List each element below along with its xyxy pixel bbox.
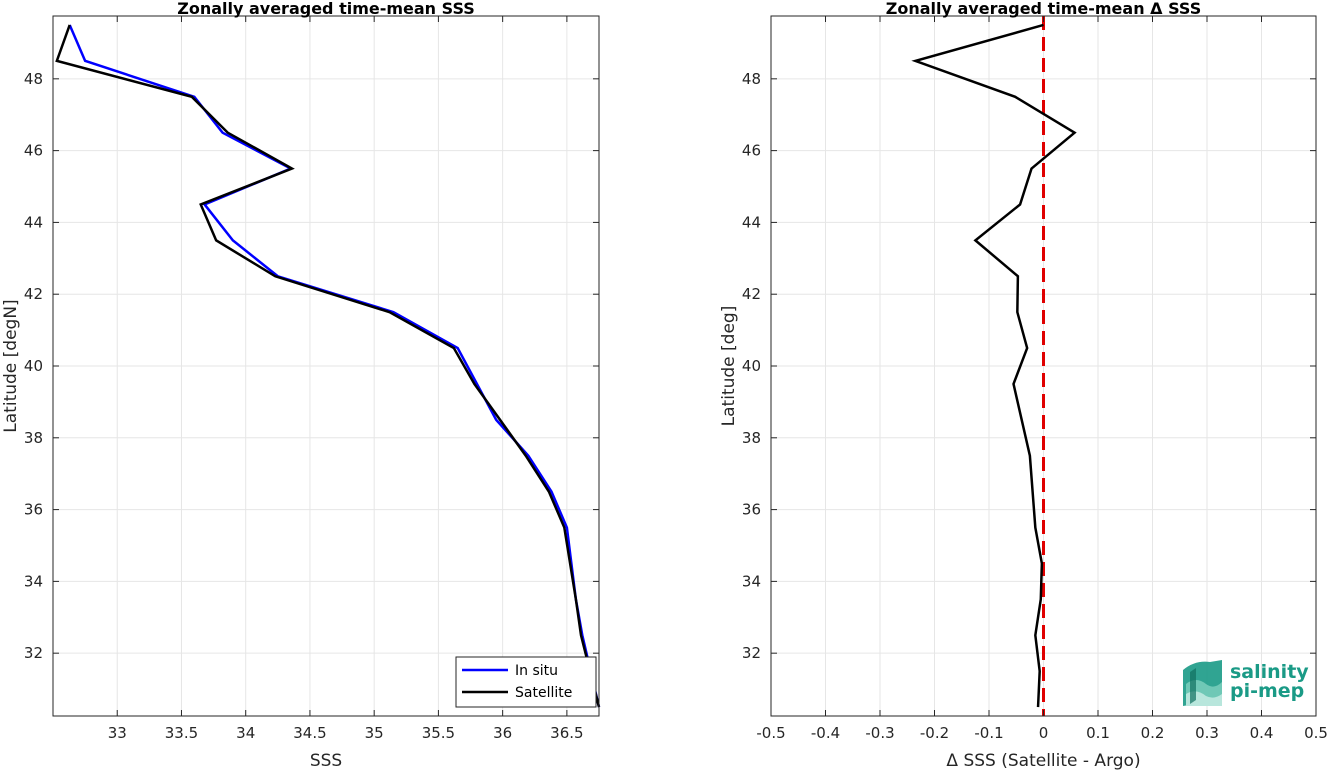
sss-y-tick-label: 40 xyxy=(24,357,43,375)
sss-y-tick-label: 32 xyxy=(24,644,43,662)
delta-x-tick-label: -0.4 xyxy=(811,724,840,742)
delta-x-tick-label: 0 xyxy=(1039,724,1049,742)
delta-y-tick-label: 32 xyxy=(742,644,761,662)
delta-x-tick-label: 0.3 xyxy=(1195,724,1219,742)
delta-y-tick-label: 40 xyxy=(742,357,761,375)
legend-box xyxy=(455,656,597,708)
delta-x-label: Δ SSS (Satellite - Argo) xyxy=(946,751,1140,770)
logo-line1: salinity xyxy=(1230,661,1309,683)
delta-x-tick-label: 0.4 xyxy=(1250,724,1274,742)
delta-x-tick-label: 0.5 xyxy=(1304,724,1328,742)
delta-x-tick-label: 0.1 xyxy=(1086,724,1110,742)
sss-grid xyxy=(53,16,599,716)
delta-x-tick-label: 0.2 xyxy=(1141,724,1165,742)
sss-y-tick-label: 46 xyxy=(24,142,43,160)
legend-satellite-label: Satellite xyxy=(515,685,572,701)
sss-legend: In situ Satellite xyxy=(455,656,597,708)
sss-x-label: SSS xyxy=(310,751,342,770)
sss-title: Zonally averaged time-mean SSS xyxy=(177,0,475,18)
delta-x-tick-label: -0.2 xyxy=(920,724,949,742)
delta-y-ticks: 32 34 36 38 40 42 44 46 48 xyxy=(742,70,1316,662)
delta-y-tick-label: 44 xyxy=(742,213,761,231)
delta-lines xyxy=(911,23,1077,708)
delta-grid xyxy=(770,16,1317,716)
wave-icon xyxy=(1183,660,1222,706)
sss-x-tick-label: 36 xyxy=(493,724,512,742)
delta-y-tick-label: 38 xyxy=(742,429,761,447)
delta-title: Zonally averaged time-mean Δ SSS xyxy=(886,0,1202,18)
delta-series-line-delta xyxy=(911,23,1077,708)
legend-in-situ-label: In situ xyxy=(515,663,558,679)
sss-y-tick-label: 34 xyxy=(24,572,43,590)
sss-x-tick-label: 33 xyxy=(108,724,127,742)
sss-series-line-in-situ xyxy=(68,24,601,708)
sss-x-tick-label: 35 xyxy=(365,724,384,742)
sss-lines xyxy=(55,24,601,708)
delta-sss-panel: -0.5 -0.4 -0.3 -0.2 -0.1 0 0.1 0.2 0.3 0.4 0.5 323… xyxy=(719,0,1328,770)
sss-y-tick-label: 44 xyxy=(24,213,43,231)
sss-y-ticks: 32 34 36 38 40 42 44 46 48 xyxy=(24,70,599,662)
sss-y-tick-label: 48 xyxy=(24,70,43,88)
salinity-pi-mep-logo: salinity pi-mep xyxy=(1183,660,1309,706)
sss-x-tick-label: 34 xyxy=(236,724,255,742)
sss-y-tick-label: 38 xyxy=(24,429,43,447)
delta-x-tick-label: -0.3 xyxy=(865,724,894,742)
sss-x-tick-label: 34.5 xyxy=(293,724,326,742)
delta-y-tick-label: 36 xyxy=(742,501,761,519)
delta-y-tick-label: 46 xyxy=(742,142,761,160)
delta-y-label: Latitude [deg] xyxy=(719,306,739,427)
sss-series-line-satellite xyxy=(55,24,601,708)
delta-y-tick-label: 42 xyxy=(742,285,761,303)
delta-x-tick-label: -0.1 xyxy=(974,724,1003,742)
sss-x-tick-label: 33.5 xyxy=(165,724,198,742)
delta-x-ticks: -0.5 -0.4 -0.3 -0.2 -0.1 0 0.1 0.2 0.3 0.4 0.5 xyxy=(756,16,1328,742)
logo-line2: pi-mep xyxy=(1230,680,1304,702)
sss-panel: 33 33.5 34 34.5 35 35.5 36 36.5 32 34 36 38 40 42 44 4… xyxy=(1,0,601,770)
sss-y-tick-label: 42 xyxy=(24,285,43,303)
sss-x-ticks: 33 33.5 34 34.5 35 35.5 36 36.5 xyxy=(108,16,584,742)
sss-x-tick-label: 35.5 xyxy=(422,724,455,742)
sss-y-label: Latitude [degN] xyxy=(1,299,21,432)
delta-y-tick-label: 48 xyxy=(742,70,761,88)
sss-x-tick-label: 36.5 xyxy=(550,724,583,742)
delta-x-tick-label: -0.5 xyxy=(756,724,785,742)
sss-y-tick-label: 36 xyxy=(24,501,43,519)
delta-y-tick-label: 34 xyxy=(742,572,761,590)
